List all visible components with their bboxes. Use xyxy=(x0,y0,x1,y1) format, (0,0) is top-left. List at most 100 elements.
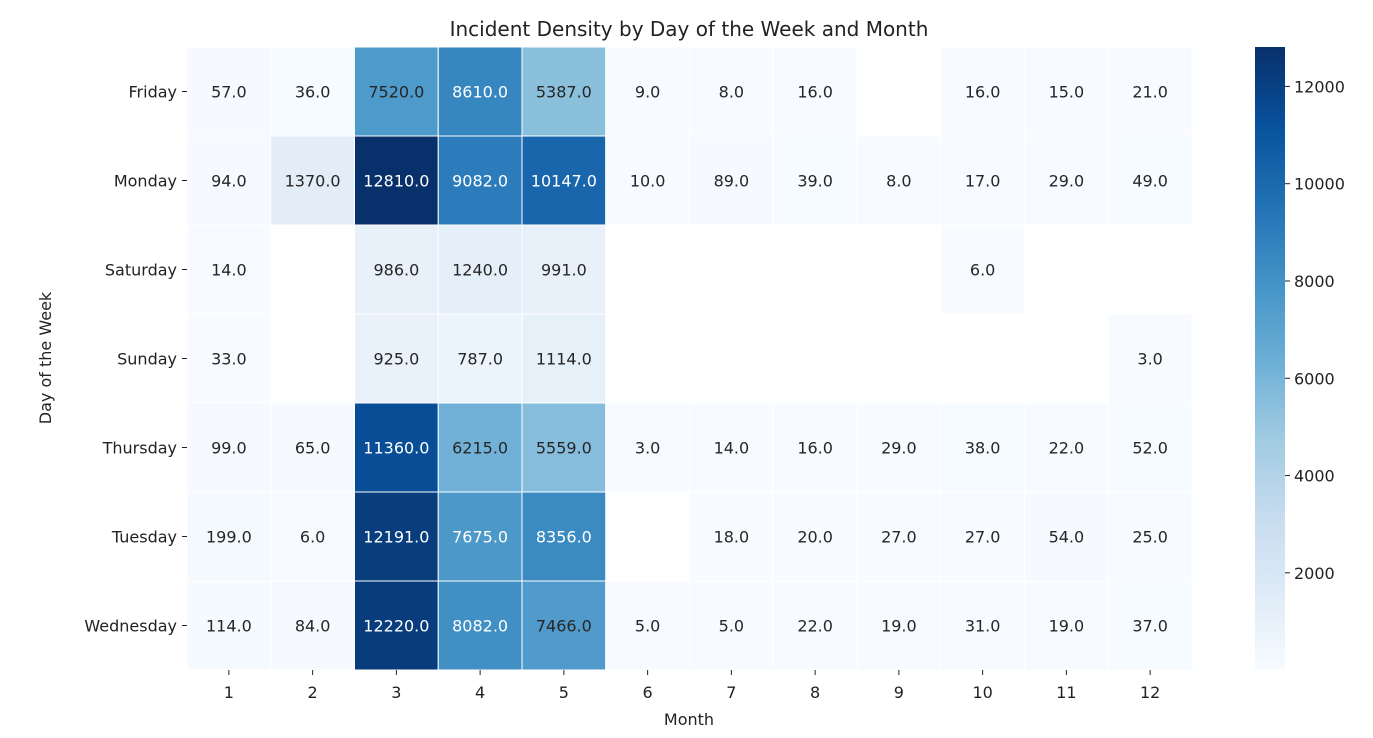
y-tick-label: Wednesday xyxy=(84,617,177,636)
heatmap-cell xyxy=(856,402,942,493)
cell-value-label: 7520.0 xyxy=(368,83,424,102)
heatmap-cell xyxy=(940,491,1025,582)
x-tick-label: 5 xyxy=(559,683,569,702)
cell-value-label: 8.0 xyxy=(886,172,911,191)
cell-value-label: 12191.0 xyxy=(363,528,429,547)
x-axis-label: Month xyxy=(664,710,714,729)
cell-value-label: 12220.0 xyxy=(363,617,429,636)
colorbar-tick-label: 2000 xyxy=(1294,564,1335,583)
heatmap-cell xyxy=(605,46,690,137)
heatmap-cell xyxy=(605,402,690,493)
x-tick-label: 9 xyxy=(894,683,904,702)
heatmap-cell xyxy=(437,313,523,404)
cell-value-label: 991.0 xyxy=(541,261,587,280)
y-tick-label: Sunday xyxy=(117,350,177,369)
x-tick-label: 6 xyxy=(643,683,653,702)
x-tick-label: 10 xyxy=(972,683,992,702)
cell-value-label: 9082.0 xyxy=(452,172,508,191)
cell-value-label: 1114.0 xyxy=(536,350,592,369)
x-tick-label: 8 xyxy=(810,683,820,702)
heatmap-cell xyxy=(521,224,607,315)
cell-value-label: 15.0 xyxy=(1049,83,1085,102)
cell-value-label: 33.0 xyxy=(211,350,247,369)
heatmap-cell xyxy=(1024,580,1109,671)
cell-value-label: 1240.0 xyxy=(452,261,508,280)
heatmap-cell xyxy=(1024,491,1109,582)
cell-value-label: 1370.0 xyxy=(285,172,341,191)
cell-value-label: 25.0 xyxy=(1132,528,1168,547)
chart-title: Incident Density by Day of the Week and … xyxy=(450,17,929,41)
colorbar-tick-label: 10000 xyxy=(1294,175,1345,194)
cell-value-label: 10147.0 xyxy=(531,172,597,191)
cell-value-label: 8356.0 xyxy=(536,528,592,547)
y-tick-label: Tuesday xyxy=(111,528,177,547)
colorbar-tick-label: 12000 xyxy=(1294,77,1345,96)
heatmap-cell xyxy=(354,491,439,582)
x-tick-label: 4 xyxy=(475,683,485,702)
cell-value-label: 94.0 xyxy=(211,172,247,191)
cell-value-label: 5.0 xyxy=(635,617,660,636)
cell-value-label: 11360.0 xyxy=(363,439,429,458)
cell-value-label: 99.0 xyxy=(211,439,247,458)
x-tick-label: 2 xyxy=(308,683,318,702)
heatmap-cell xyxy=(689,491,774,582)
cell-value-label: 12810.0 xyxy=(363,172,429,191)
cell-value-label: 27.0 xyxy=(881,528,917,547)
heatmap-cell xyxy=(186,313,272,404)
x-tick-label: 7 xyxy=(726,683,736,702)
cell-value-label: 17.0 xyxy=(965,172,1001,191)
heatmap-cell xyxy=(354,402,439,493)
cell-value-label: 52.0 xyxy=(1132,439,1168,458)
heatmap-cell xyxy=(354,135,439,226)
cell-value-label: 39.0 xyxy=(797,172,833,191)
heatmap-cell xyxy=(856,491,942,582)
cell-value-label: 54.0 xyxy=(1049,528,1085,547)
cell-value-label: 9.0 xyxy=(635,83,660,102)
heatmap-cell xyxy=(1107,402,1193,493)
y-tick-label: Monday xyxy=(114,172,177,191)
heatmap-cell xyxy=(437,402,523,493)
heatmap-cell xyxy=(940,224,1025,315)
y-axis-label: Day of the Week xyxy=(36,291,55,424)
heatmap-cell xyxy=(772,46,858,137)
cell-value-label: 7466.0 xyxy=(536,617,592,636)
cell-value-label: 38.0 xyxy=(965,439,1001,458)
y-tick-label: Thursday xyxy=(102,439,177,458)
x-tick-label: 3 xyxy=(391,683,401,702)
heatmap-cell xyxy=(437,135,523,226)
heatmap-cell xyxy=(270,135,355,226)
cell-value-label: 16.0 xyxy=(797,439,833,458)
colorbar-tick-label: 4000 xyxy=(1294,467,1335,486)
cell-value-label: 89.0 xyxy=(714,172,750,191)
heatmap-cell xyxy=(186,46,272,137)
y-tick-label: Saturday xyxy=(105,261,177,280)
cell-value-label: 5.0 xyxy=(719,617,744,636)
cell-value-label: 57.0 xyxy=(211,83,247,102)
heatmap-cell xyxy=(354,224,439,315)
colorbar-gradient xyxy=(1255,47,1285,670)
heatmap-cell xyxy=(354,580,439,671)
cell-value-label: 787.0 xyxy=(457,350,503,369)
heatmap-cell xyxy=(354,46,439,137)
heatmap-cell xyxy=(186,491,272,582)
cell-value-label: 199.0 xyxy=(206,528,252,547)
cell-value-label: 7675.0 xyxy=(452,528,508,547)
cell-value-label: 16.0 xyxy=(965,83,1001,102)
heatmap-cell xyxy=(940,402,1025,493)
heatmap-cell xyxy=(437,46,523,137)
cell-value-label: 37.0 xyxy=(1132,617,1168,636)
heatmap-cell xyxy=(1107,46,1193,137)
heatmap-cell xyxy=(940,135,1025,226)
cell-value-label: 8610.0 xyxy=(452,83,508,102)
cell-value-label: 22.0 xyxy=(797,617,833,636)
heatmap-cell xyxy=(1107,313,1193,404)
x-tick-label: 11 xyxy=(1056,683,1076,702)
heatmap-cell xyxy=(521,580,607,671)
heatmap-cell xyxy=(856,135,942,226)
cell-value-label: 10.0 xyxy=(630,172,666,191)
cell-value-label: 18.0 xyxy=(714,528,750,547)
heatmap-cell xyxy=(437,491,523,582)
cell-value-label: 8082.0 xyxy=(452,617,508,636)
cell-value-label: 29.0 xyxy=(1049,172,1085,191)
heatmap-cell xyxy=(1107,491,1193,582)
